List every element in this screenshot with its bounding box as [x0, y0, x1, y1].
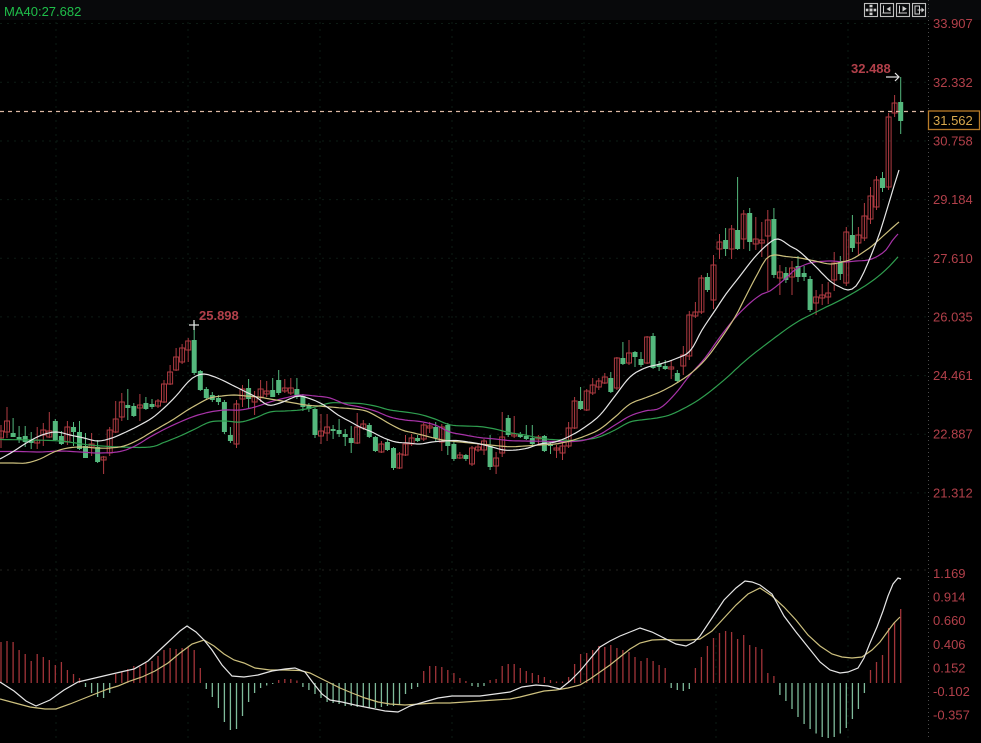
svg-text:-0.357: -0.357 — [933, 708, 970, 723]
svg-text:27.610: 27.610 — [933, 251, 973, 266]
svg-text:24.461: 24.461 — [933, 368, 973, 383]
svg-text:21.312: 21.312 — [933, 485, 973, 500]
svg-text:0.152: 0.152 — [933, 660, 966, 675]
svg-text:32.332: 32.332 — [933, 75, 973, 90]
svg-text:MA40:27.682: MA40:27.682 — [4, 4, 81, 19]
svg-text:31.562: 31.562 — [933, 113, 973, 128]
svg-text:25.898: 25.898 — [199, 308, 239, 323]
svg-text:33.907: 33.907 — [933, 16, 973, 31]
svg-text:0.406: 0.406 — [933, 637, 966, 652]
svg-text:32.488: 32.488 — [851, 61, 891, 76]
svg-text:0.914: 0.914 — [933, 590, 966, 605]
svg-text:-0.102: -0.102 — [933, 684, 970, 699]
svg-text:0.660: 0.660 — [933, 613, 966, 628]
svg-text:1.169: 1.169 — [933, 566, 966, 581]
svg-text:22.887: 22.887 — [933, 427, 973, 442]
svg-text:29.184: 29.184 — [933, 192, 973, 207]
svg-text:26.035: 26.035 — [933, 309, 973, 324]
svg-text:30.758: 30.758 — [933, 134, 973, 149]
